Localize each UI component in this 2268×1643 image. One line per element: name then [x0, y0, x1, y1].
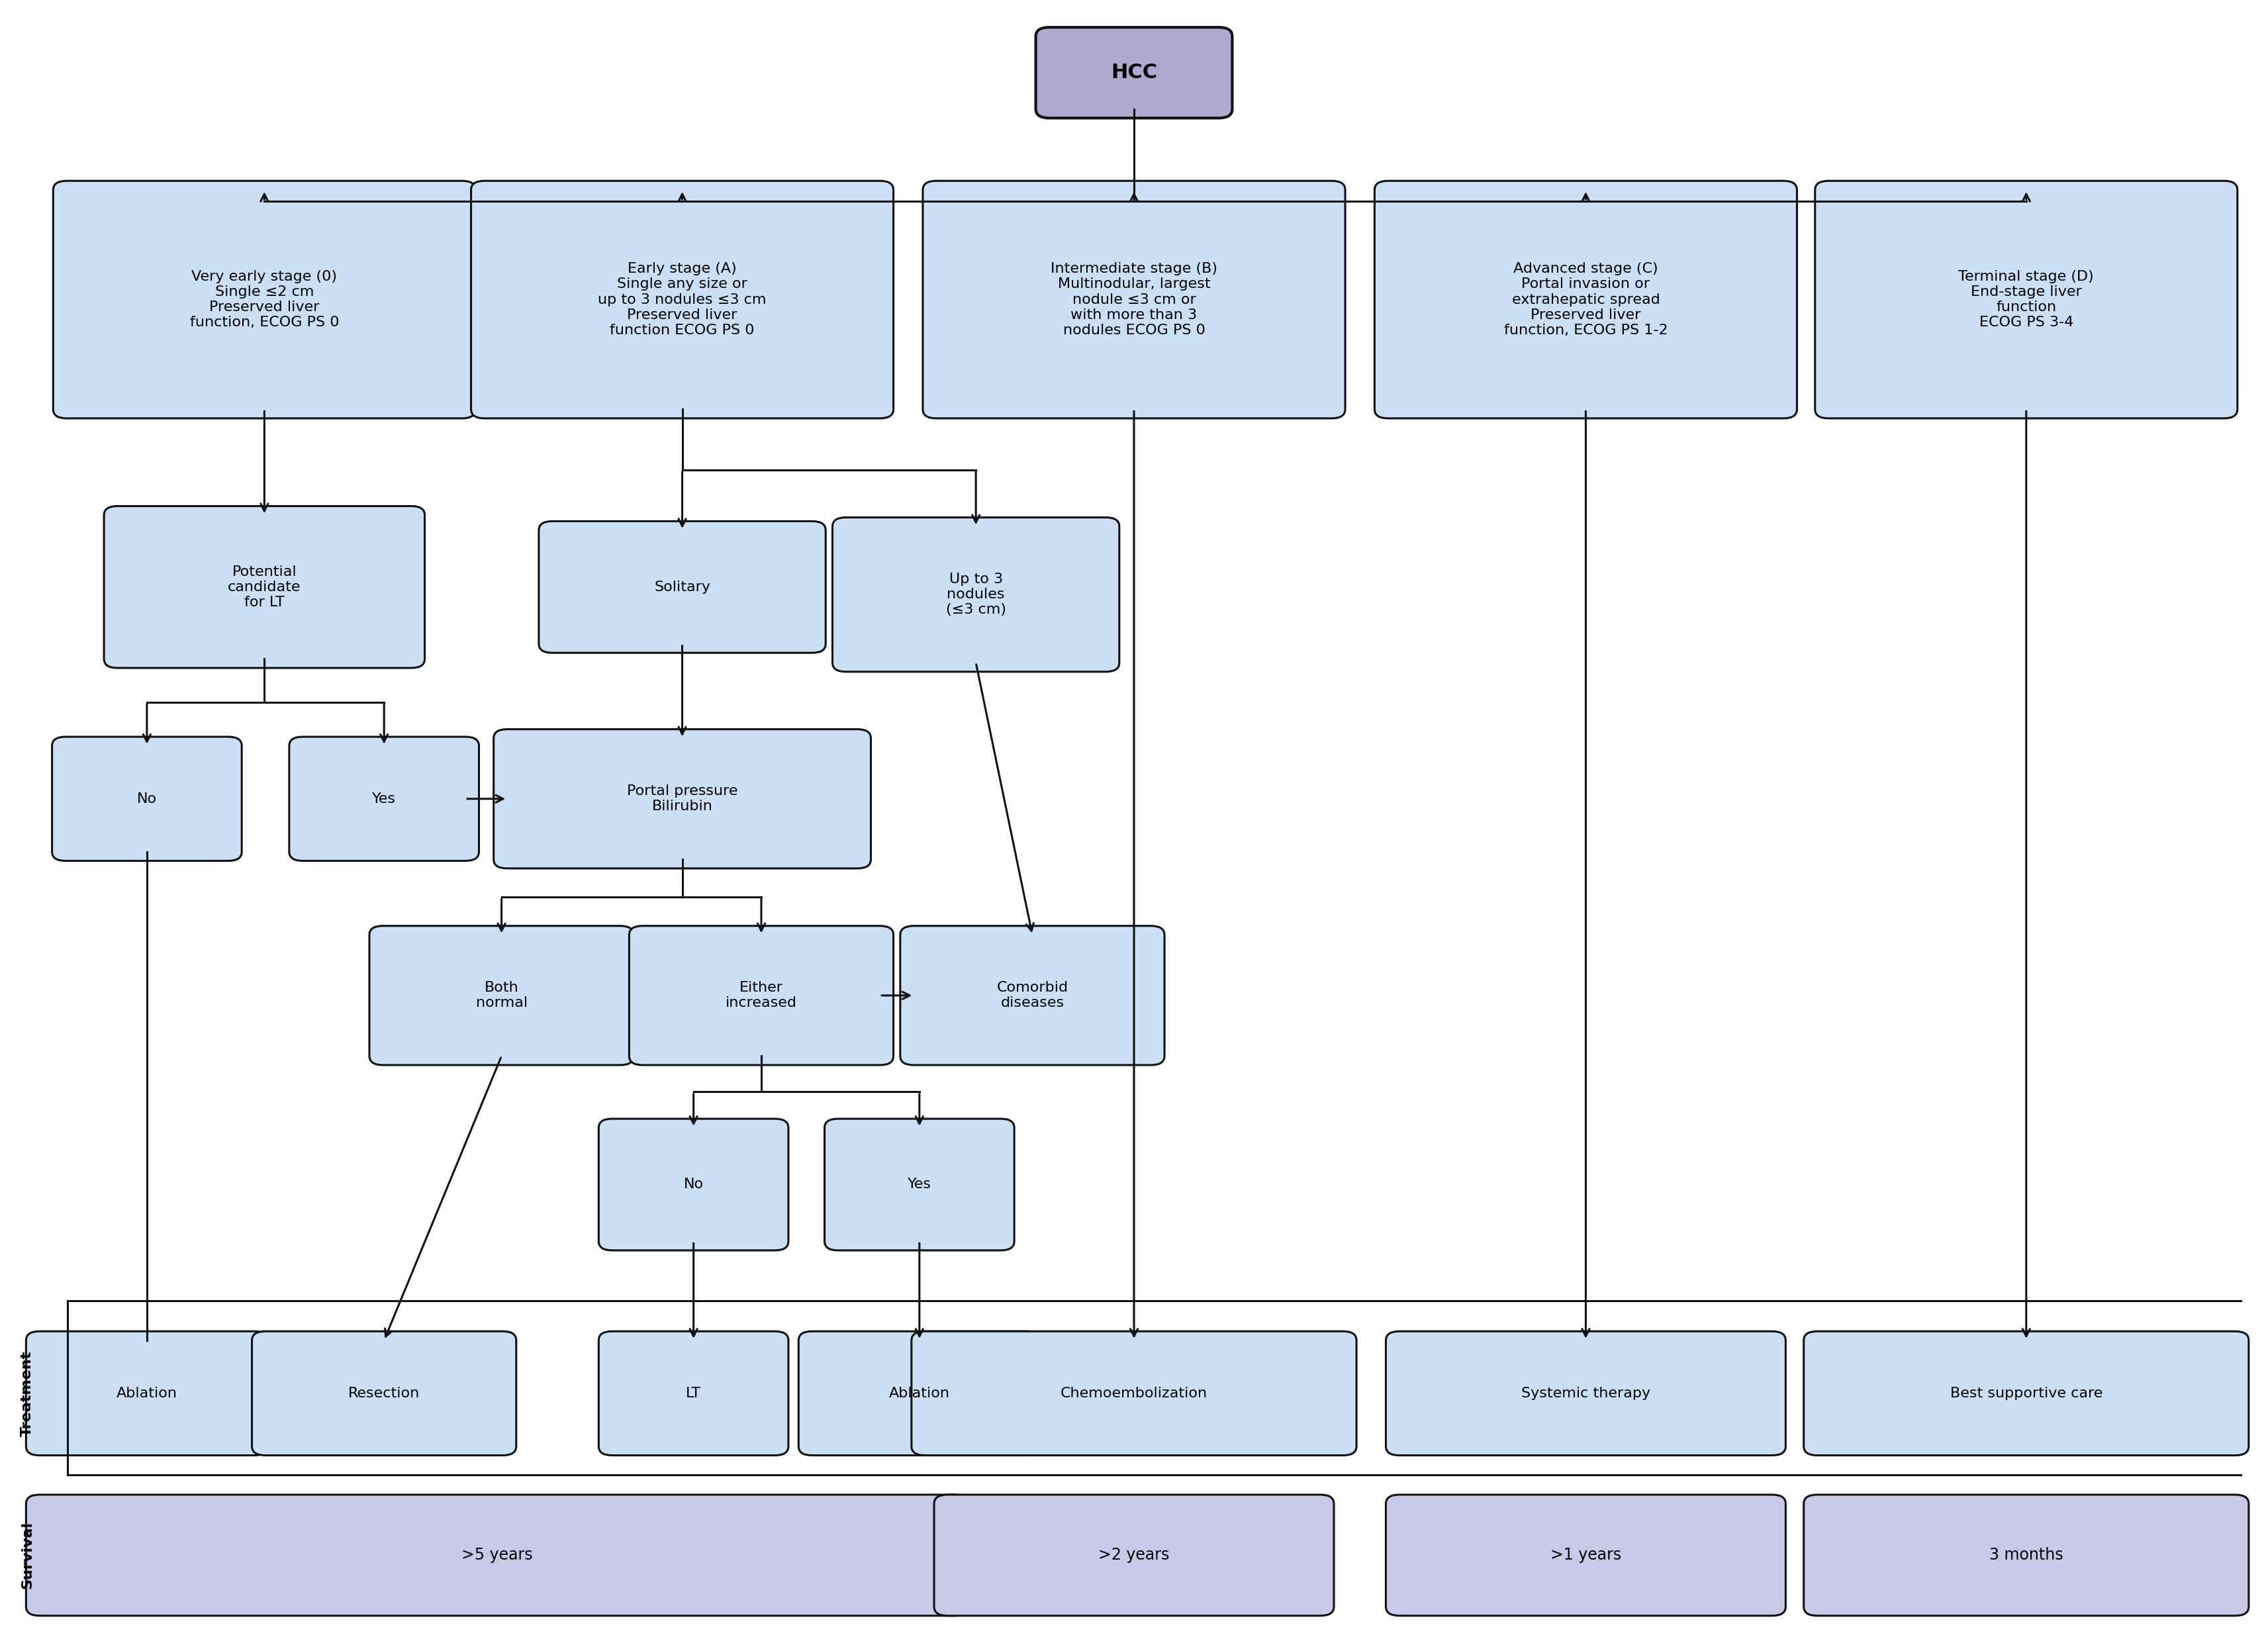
Text: Solitary: Solitary	[653, 580, 710, 593]
FancyBboxPatch shape	[1803, 1495, 2248, 1615]
Text: Early stage (A)
Single any size or
up to 3 nodules ≤3 cm
Preserved liver
functio: Early stage (A) Single any size or up to…	[599, 263, 767, 337]
Text: Comorbid
diseases: Comorbid diseases	[996, 981, 1068, 1010]
Text: Ablation: Ablation	[116, 1387, 177, 1400]
Text: Yes: Yes	[907, 1178, 932, 1191]
FancyBboxPatch shape	[599, 1331, 789, 1456]
FancyBboxPatch shape	[1036, 28, 1232, 118]
FancyBboxPatch shape	[900, 927, 1163, 1065]
FancyBboxPatch shape	[832, 518, 1120, 672]
FancyBboxPatch shape	[494, 729, 871, 869]
Text: Up to 3
nodules
(≤3 cm): Up to 3 nodules (≤3 cm)	[946, 573, 1007, 616]
Text: Potential
candidate
for LT: Potential candidate for LT	[227, 565, 302, 610]
FancyBboxPatch shape	[628, 927, 894, 1065]
Text: No: No	[136, 792, 156, 805]
FancyBboxPatch shape	[540, 521, 826, 652]
Text: Ablation: Ablation	[889, 1387, 950, 1400]
Text: Portal pressure
Bilirubin: Portal pressure Bilirubin	[626, 784, 737, 813]
FancyBboxPatch shape	[252, 1331, 517, 1456]
FancyBboxPatch shape	[923, 181, 1345, 419]
FancyBboxPatch shape	[1386, 1495, 1785, 1615]
FancyBboxPatch shape	[1374, 181, 1796, 419]
FancyBboxPatch shape	[934, 1495, 1334, 1615]
Text: Best supportive care: Best supportive care	[1950, 1387, 2102, 1400]
Text: >1 years: >1 years	[1551, 1548, 1622, 1562]
FancyBboxPatch shape	[472, 181, 894, 419]
Text: Intermediate stage (B)
Multinodular, largest
nodule ≤3 cm or
with more than 3
no: Intermediate stage (B) Multinodular, lar…	[1050, 263, 1218, 337]
Text: 3 months: 3 months	[1989, 1548, 2064, 1562]
Text: Survival: Survival	[20, 1521, 34, 1589]
Text: Advanced stage (C)
Portal invasion or
extrahepatic spread
Preserved liver
functi: Advanced stage (C) Portal invasion or ex…	[1504, 263, 1667, 337]
Text: No: No	[683, 1178, 703, 1191]
Text: >2 years: >2 years	[1098, 1548, 1170, 1562]
Text: >5 years: >5 years	[460, 1548, 533, 1562]
Text: Either
increased: Either increased	[726, 981, 796, 1010]
Text: Yes: Yes	[372, 792, 397, 805]
Text: Very early stage (0)
Single ≤2 cm
Preserved liver
function, ECOG PS 0: Very early stage (0) Single ≤2 cm Preser…	[191, 269, 338, 329]
FancyBboxPatch shape	[1814, 181, 2239, 419]
Text: LT: LT	[685, 1387, 701, 1400]
Text: Both
normal: Both normal	[476, 981, 528, 1010]
Text: Resection: Resection	[349, 1387, 420, 1400]
Text: Terminal stage (D)
End-stage liver
function
ECOG PS 3-4: Terminal stage (D) End-stage liver funct…	[1960, 269, 2093, 329]
FancyBboxPatch shape	[1803, 1331, 2248, 1456]
FancyBboxPatch shape	[52, 736, 243, 861]
Text: Systemic therapy: Systemic therapy	[1522, 1387, 1651, 1400]
FancyBboxPatch shape	[290, 736, 479, 861]
Text: Chemoembolization: Chemoembolization	[1061, 1387, 1207, 1400]
FancyBboxPatch shape	[912, 1331, 1356, 1456]
FancyBboxPatch shape	[104, 506, 424, 669]
FancyBboxPatch shape	[52, 181, 476, 419]
FancyBboxPatch shape	[798, 1331, 1041, 1456]
Text: Treatment: Treatment	[20, 1351, 34, 1436]
FancyBboxPatch shape	[599, 1119, 789, 1250]
FancyBboxPatch shape	[25, 1331, 268, 1456]
FancyBboxPatch shape	[25, 1495, 968, 1615]
FancyBboxPatch shape	[1386, 1331, 1785, 1456]
FancyBboxPatch shape	[826, 1119, 1014, 1250]
Text: HCC: HCC	[1111, 62, 1157, 82]
FancyBboxPatch shape	[370, 927, 633, 1065]
